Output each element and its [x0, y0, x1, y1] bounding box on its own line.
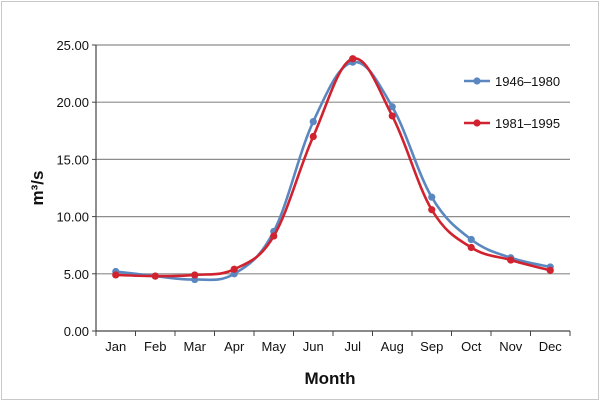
y-tick-label: 5.00 — [64, 267, 89, 282]
legend-label: 1981–1995 — [495, 116, 560, 131]
data-point — [309, 118, 317, 126]
y-tick-labels: 0.00 5.00 10.00 15.00 20.00 25.00 — [56, 38, 89, 339]
legend: 1946–1980 1981–1995 — [464, 74, 560, 131]
series-line — [115, 57, 551, 278]
data-point — [349, 55, 357, 63]
data-point — [467, 235, 475, 244]
data-point — [388, 112, 396, 120]
x-tick-label: Jan — [105, 339, 126, 354]
y-tick-label: 25.00 — [56, 38, 89, 53]
y-tick-label: 0.00 — [64, 324, 89, 339]
x-tick-label: Oct — [461, 339, 482, 354]
data-point — [230, 265, 238, 273]
series-line — [115, 60, 551, 282]
legend-label: 1946–1980 — [495, 74, 560, 89]
x-tick-labels: Jan Feb Mar Apr May Jun Jul Aug Sep Oct Nov Dec — [105, 339, 562, 354]
x-tick-label: Feb — [144, 339, 166, 354]
y-tick-label: 15.00 — [56, 152, 89, 167]
x-tick-label: Jun — [303, 339, 324, 354]
data-point — [191, 271, 199, 279]
series-lines — [112, 55, 554, 284]
series-2 — [112, 55, 554, 280]
data-point — [112, 271, 120, 279]
x-axis-label: Month — [305, 369, 356, 388]
x-tick-label: Nov — [499, 339, 523, 354]
x-tick-label: Sep — [420, 339, 443, 354]
data-point — [428, 193, 436, 201]
series-1 — [112, 58, 554, 284]
data-point — [428, 206, 436, 214]
legend-swatch-marker — [473, 119, 481, 127]
data-point — [467, 243, 475, 252]
legend-swatch-marker — [473, 77, 481, 85]
data-point — [151, 272, 159, 280]
data-point — [388, 103, 396, 111]
data-point — [507, 256, 515, 264]
x-tick-label: May — [261, 339, 286, 354]
x-tick-label: Aug — [381, 339, 404, 354]
data-point — [546, 266, 554, 274]
x-tick-label: Dec — [539, 339, 563, 354]
y-axis-label: m³/s — [28, 171, 47, 206]
x-tick-label: Mar — [184, 339, 207, 354]
x-tick-label: Jul — [344, 339, 361, 354]
axes — [92, 44, 571, 336]
data-point — [270, 232, 278, 240]
y-tick-label: 20.00 — [56, 95, 89, 110]
y-tick-label: 10.00 — [56, 210, 89, 225]
x-tick-label: Apr — [224, 339, 245, 354]
data-point — [309, 132, 317, 141]
